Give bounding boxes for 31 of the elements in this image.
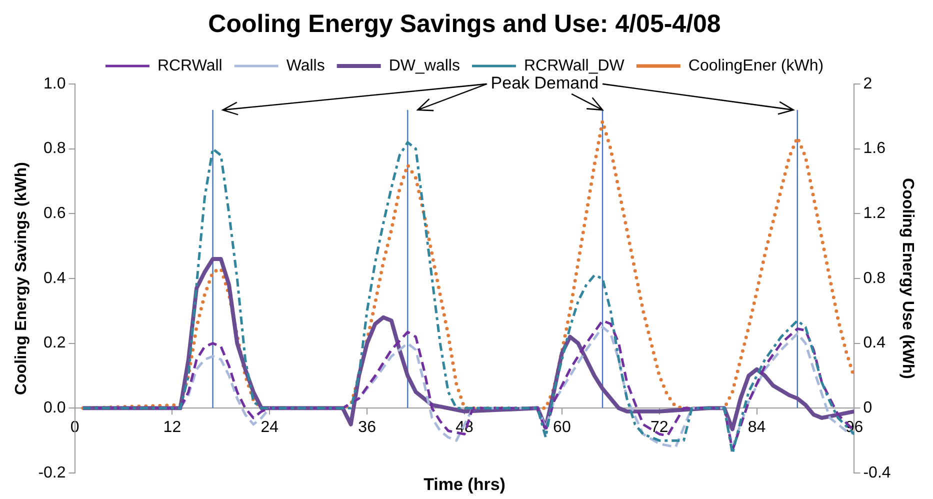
x-axis-title: Time (hrs) <box>424 475 506 494</box>
legend-label: RCRWall_DW <box>524 57 626 74</box>
y-tick-label: 0.6 <box>44 205 66 222</box>
y2-tick-label: 0 <box>863 400 872 417</box>
y-tick-label: 0.4 <box>44 270 66 287</box>
line-series <box>81 120 854 410</box>
y-tick-label: 1.0 <box>44 75 66 92</box>
y-tick-label: -0.2 <box>38 464 66 482</box>
x-tick-label: 60 <box>553 419 571 436</box>
y2-axis-title: Cooling Energy Use (kWh) <box>898 178 916 379</box>
legend-label: CoolingEner (kWh) <box>688 57 824 74</box>
legend-label: DW_walls <box>388 57 460 74</box>
x-tick-label: 36 <box>358 419 376 436</box>
y2-tick-label: 1.2 <box>863 205 886 222</box>
y-tick-label: 0.8 <box>44 140 66 158</box>
annotation: Peak Demand <box>490 74 599 93</box>
y-tick-label: 0.0 <box>44 400 66 417</box>
y2-tick-label: 0.8 <box>863 270 886 287</box>
x-tick-label: 24 <box>260 419 279 436</box>
y2-tick-label: 2 <box>863 75 872 92</box>
x-tick-label: 12 <box>163 419 182 436</box>
y2-tick-label: 0.4 <box>863 334 886 352</box>
y-tick-label: 0.2 <box>44 334 66 352</box>
legend-label: RCRWall <box>157 57 222 74</box>
y2-tick-label: 1.6 <box>863 140 886 158</box>
y2-tick-label: -0.4 <box>863 464 891 482</box>
y-axis-title: Cooling Energy Savings (kWh) <box>13 162 30 395</box>
x-tick-label: 84 <box>748 419 766 436</box>
x-tick-label: 72 <box>650 419 668 436</box>
chart-title: Cooling Energy Savings and Use: 4/05-4/08 <box>208 10 721 38</box>
legend-label: Walls <box>286 57 325 74</box>
